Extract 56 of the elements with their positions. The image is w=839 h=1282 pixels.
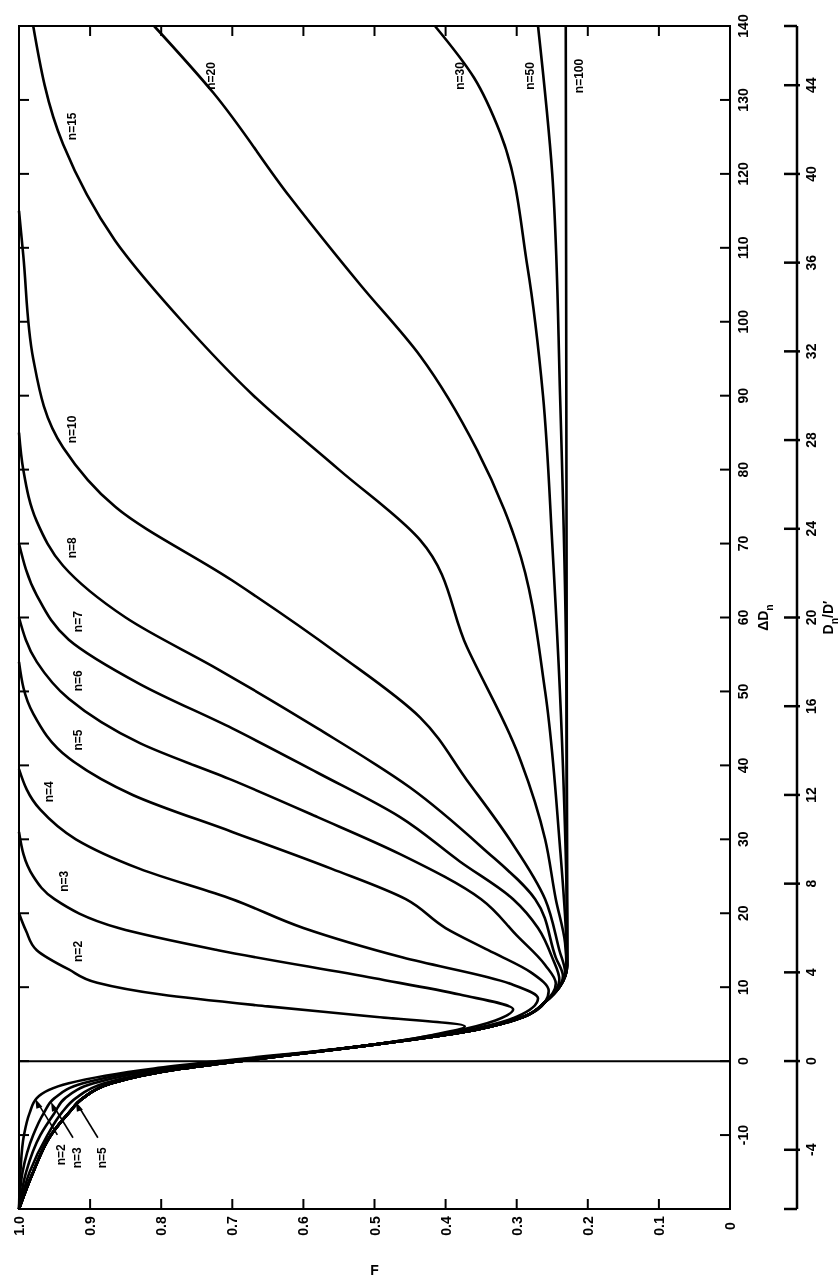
- x-tick-label: 0.4: [437, 1216, 454, 1236]
- y2-tick-label: 12: [803, 786, 819, 803]
- y-tick-label: 120: [735, 161, 751, 186]
- x-tick-label: 1.0: [11, 1216, 27, 1236]
- y-tick-label: 80: [735, 461, 751, 478]
- y2-tick-label: 16: [803, 698, 819, 714]
- text: n=30: [452, 61, 467, 90]
- x-tick-label: 0.5: [366, 1216, 383, 1236]
- text: n=10: [65, 415, 80, 444]
- text: n=15: [65, 112, 80, 141]
- y2-tick-label: 44: [803, 77, 819, 94]
- text: n=5: [70, 729, 85, 751]
- y-tick-label: 100: [735, 309, 751, 334]
- x-tick-label: 0.2: [579, 1216, 596, 1236]
- annotation: n=3: [70, 1146, 84, 1169]
- text: n=8: [65, 536, 80, 559]
- x-tick-label: 0: [722, 1221, 738, 1230]
- y-tick-label: 30: [735, 831, 751, 848]
- x-tick-label: 0.1: [650, 1216, 667, 1236]
- x-tick-label: 0.6: [295, 1216, 312, 1236]
- y2-tick-label: 24: [803, 520, 819, 537]
- x-tick-label: 0.9: [82, 1216, 99, 1236]
- annotation: n=5: [94, 1146, 109, 1169]
- y2-tick-label: 8: [803, 879, 819, 888]
- x-tick-label: 0.7: [224, 1216, 241, 1236]
- y2-tick-label: 32: [803, 343, 819, 360]
- y-tick-label: 90: [735, 387, 751, 404]
- y-tick-label: 10: [735, 979, 751, 995]
- y2-tick-label: 4: [803, 968, 819, 977]
- y-tick-label: 50: [735, 683, 751, 700]
- y-tick-label: -10: [735, 1124, 751, 1146]
- y2-tick-label: 28: [803, 432, 819, 448]
- y2-tick-label: 36: [803, 254, 819, 271]
- text: n=100: [571, 58, 586, 94]
- x-axis-title: F: [370, 1262, 380, 1278]
- y-tick-label: 70: [735, 535, 751, 552]
- y-tick-label: 40: [735, 757, 751, 774]
- annotation: n=2: [54, 1144, 69, 1166]
- y-tick-label: 130: [735, 88, 751, 112]
- text: n=50: [522, 61, 537, 90]
- text: n=3: [56, 870, 71, 892]
- y-tick-label: 110: [735, 236, 751, 260]
- x-tick-label: 0.8: [153, 1216, 170, 1236]
- text: n=7: [70, 610, 85, 633]
- text: n=4: [42, 780, 57, 803]
- x-tick-label: 0.3: [508, 1216, 525, 1236]
- y2-tick-label: -4: [803, 1143, 819, 1157]
- y2-tick-label: 40: [803, 165, 819, 182]
- y-tick-label: 60: [735, 609, 751, 626]
- y-tick-label: 20: [735, 905, 751, 922]
- text: n=6: [70, 670, 85, 692]
- y2-tick-label: 0: [803, 1056, 819, 1065]
- text: n=2: [70, 940, 85, 962]
- y2-tick-label: 20: [803, 609, 819, 626]
- y-tick-label: 140: [735, 14, 751, 38]
- y-tick-label: 0: [735, 1057, 751, 1066]
